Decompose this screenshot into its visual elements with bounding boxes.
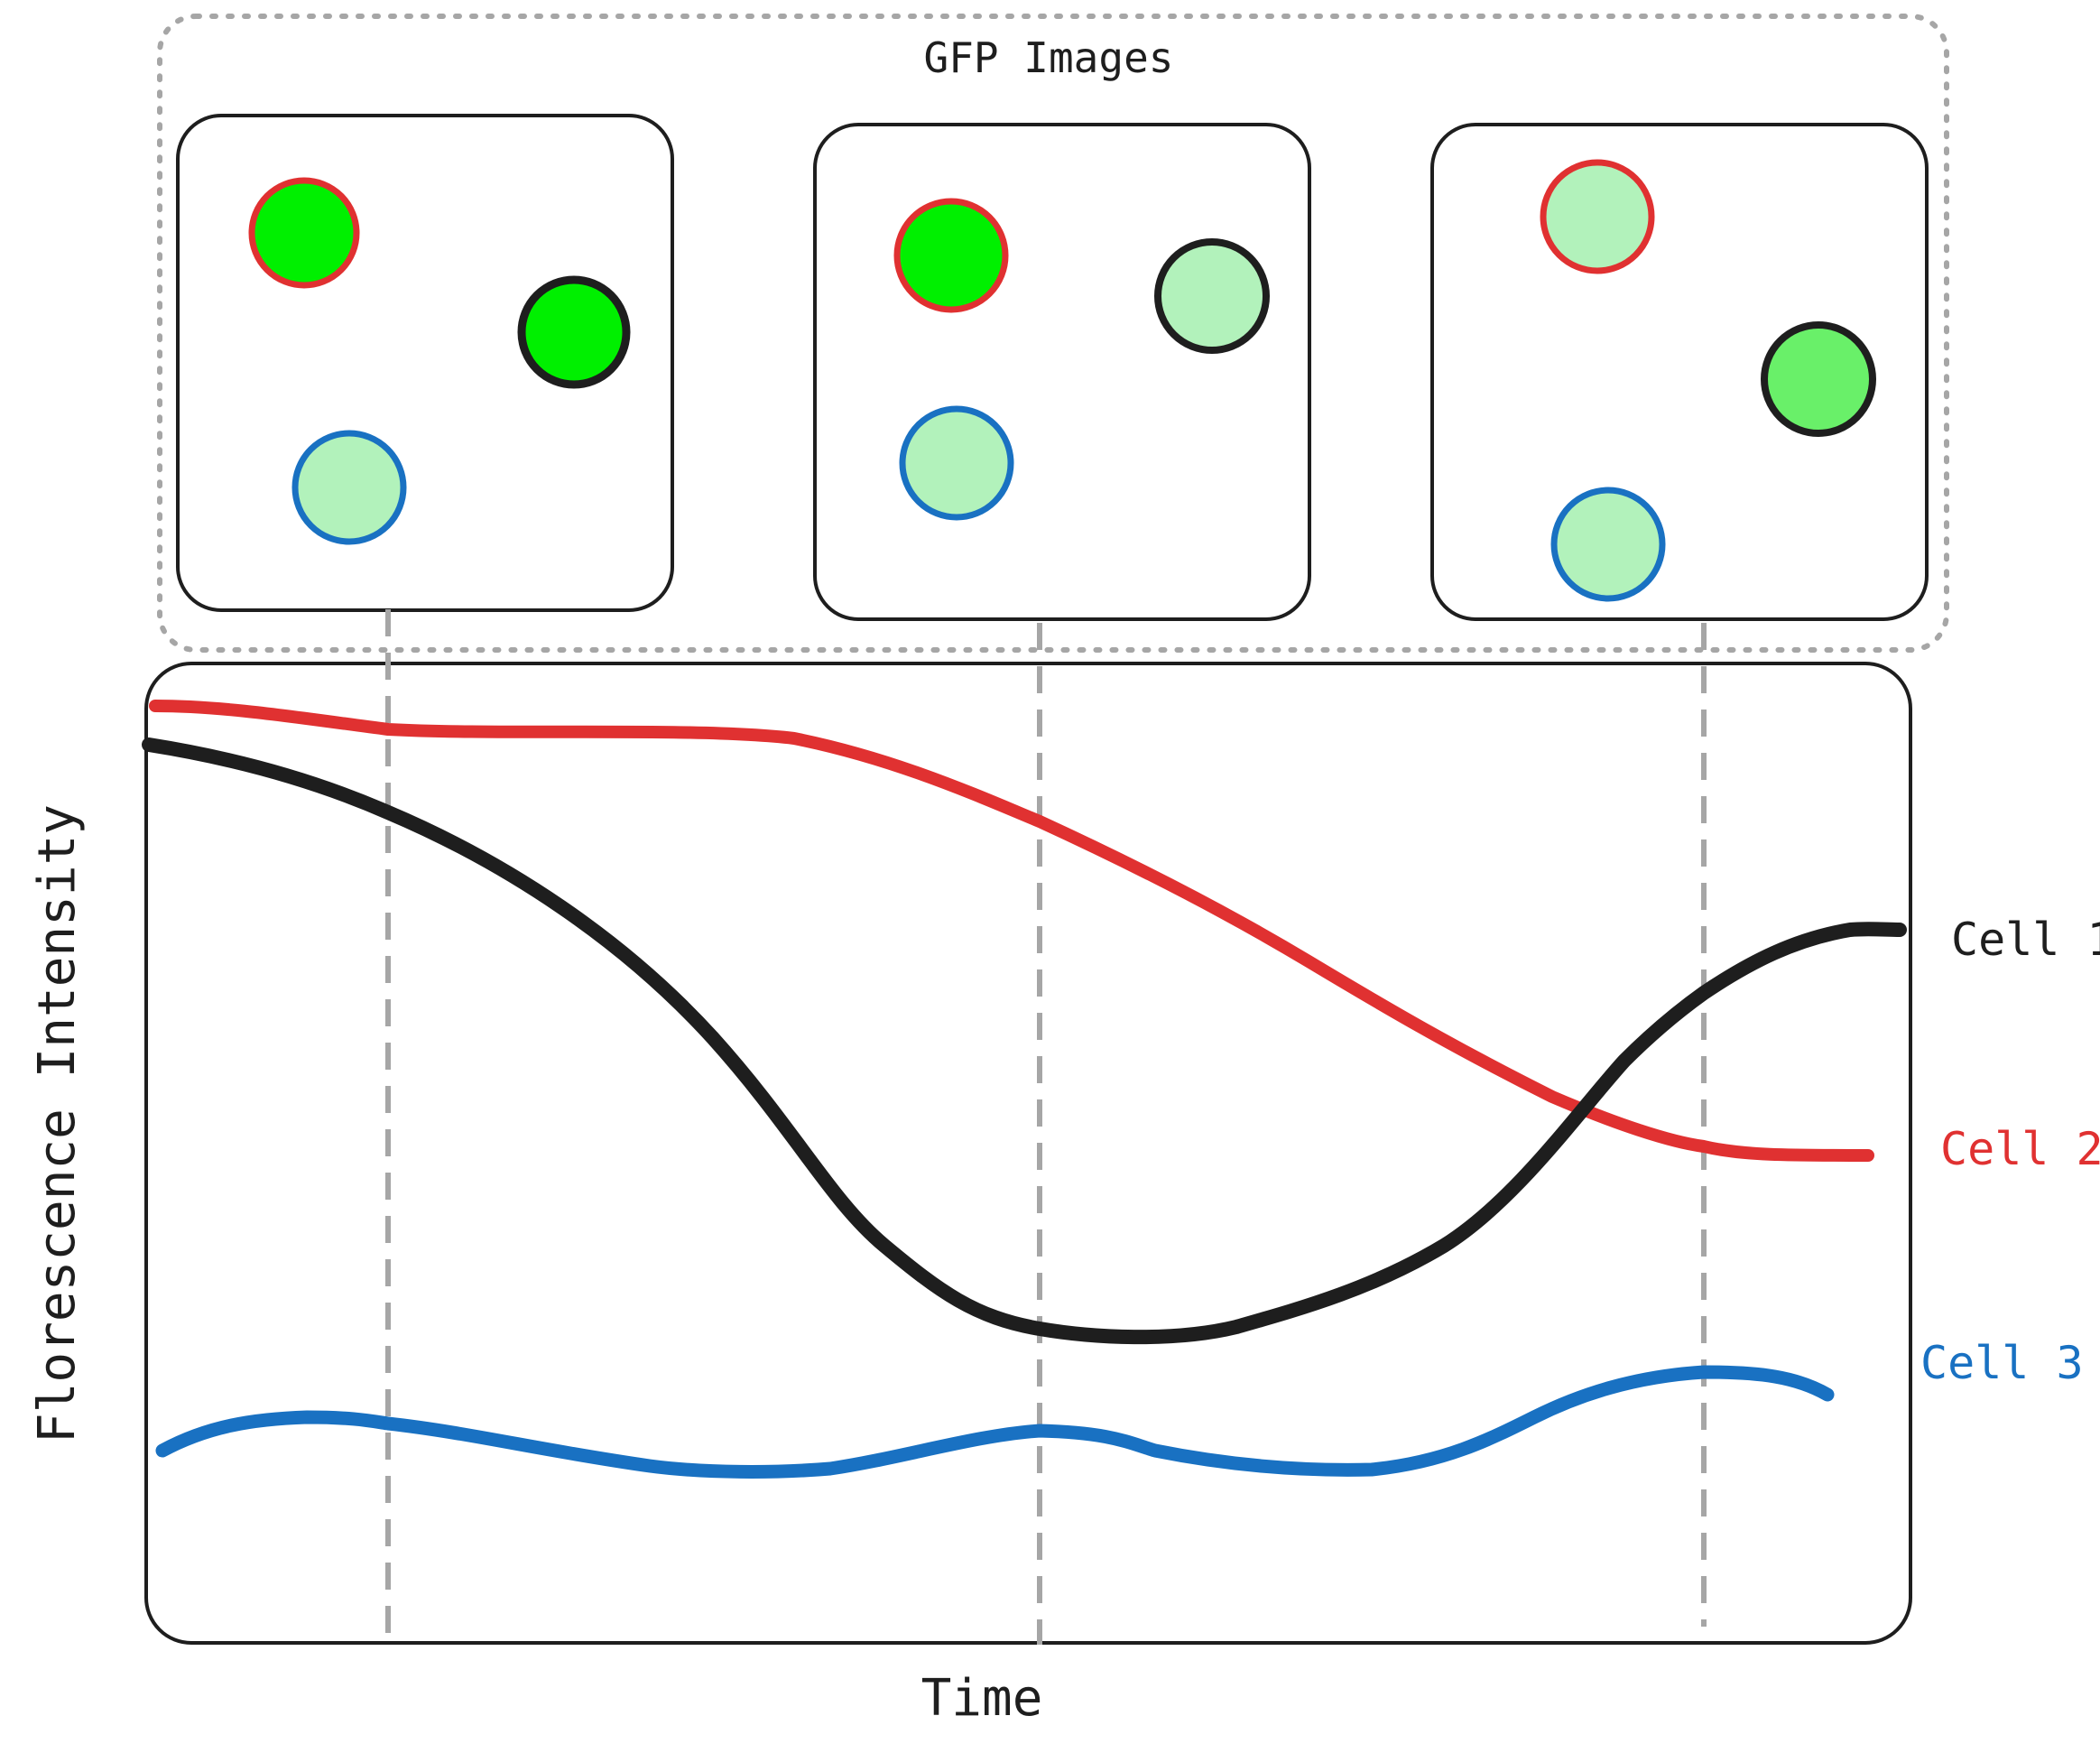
legend-cell-2-label: Cell 2 [1940, 1123, 2100, 1175]
frame-3-cell-2 [1540, 159, 1655, 274]
frame-1-cell-1 [517, 275, 631, 389]
x-axis-label: Time [921, 1669, 1043, 1728]
gfp-group-frame [157, 14, 1949, 653]
frame-2-cell-3 [899, 405, 1014, 521]
frame-1-cell-2 [248, 177, 360, 289]
frame-3-cell-3 [1550, 487, 1666, 602]
cell-2-intensity-curve [149, 700, 1874, 1162]
frame-2-cell-2 [893, 198, 1009, 313]
frame-1-cell-3 [291, 430, 407, 545]
legend-cell-3-label: Cell 3 [1920, 1337, 2084, 1389]
cell-3-intensity-curve [155, 1365, 1835, 1479]
frame-3-cell-1 [1761, 321, 1876, 437]
gfp-group-title: GFP Images [924, 33, 1174, 82]
cell-1-intensity-curve [142, 737, 1907, 1345]
y-axis-label: Florescence Intensity [28, 804, 87, 1443]
frame-2-cell-1 [1154, 238, 1270, 354]
legend-cell-1-label: Cell 1 [1951, 914, 2100, 966]
gfp-image-frame-2 [813, 123, 1311, 621]
plot-frame [144, 662, 1912, 1645]
